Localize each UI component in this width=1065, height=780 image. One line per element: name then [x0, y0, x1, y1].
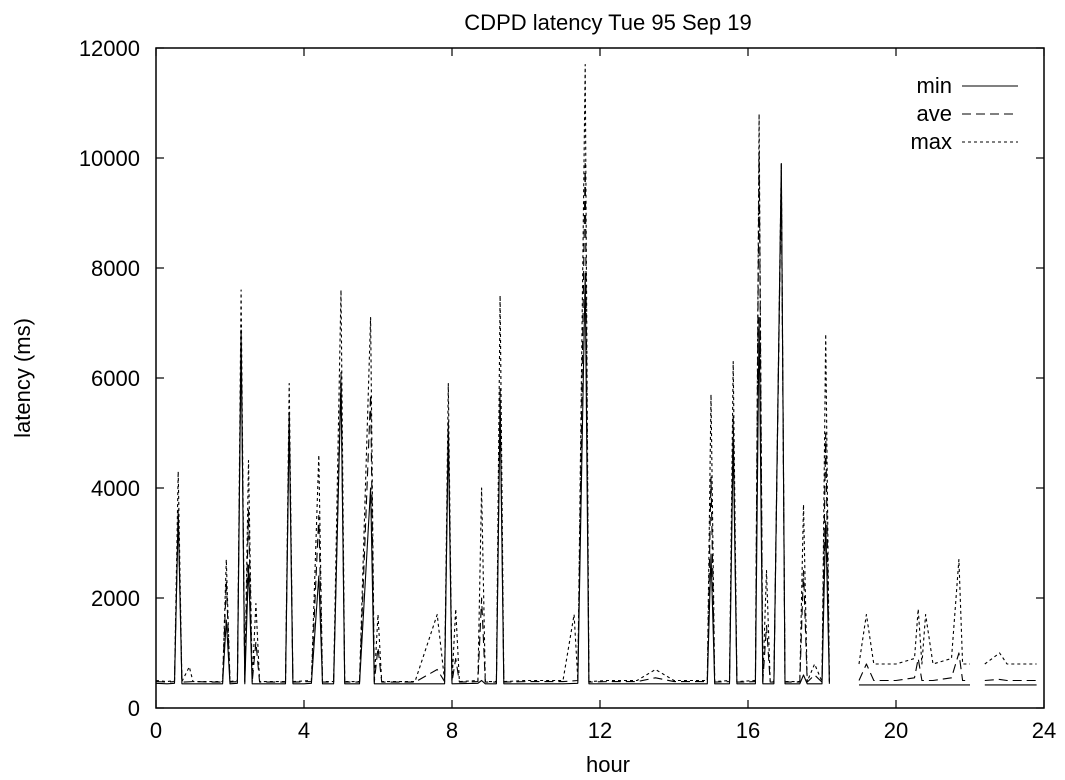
- series-max: [155, 63, 1037, 683]
- legend: min ave max: [910, 73, 1018, 154]
- x-tick-label: 24: [1032, 718, 1056, 743]
- legend-label-ave: ave: [917, 101, 952, 126]
- x-tick-label: 20: [884, 718, 908, 743]
- y-axis-label: latency (ms): [10, 318, 35, 438]
- series-ave: [155, 151, 1037, 683]
- series-line-ave: [858, 652, 970, 682]
- axis-ticks: 0 4 8 12 16 20 24 0 2000 4000 6000 8000 10000 12000: [79, 36, 1056, 743]
- legend-label-max: max: [910, 129, 952, 154]
- chart-title: CDPD latency Tue 95 Sep 19: [464, 10, 751, 35]
- series-min: [155, 162, 1037, 686]
- series-line-max: [155, 63, 830, 683]
- series-line-min: [155, 162, 830, 685]
- x-tick-label: 0: [150, 718, 162, 743]
- series-line-max: [858, 558, 970, 665]
- x-tick-label: 16: [736, 718, 760, 743]
- series-line-max: [984, 652, 1037, 665]
- y-tick-label: 4000: [91, 476, 140, 501]
- y-tick-label: 2000: [91, 586, 140, 611]
- y-tick-label: 8000: [91, 256, 140, 281]
- series-layer: [155, 63, 1037, 686]
- legend-label-min: min: [917, 73, 952, 98]
- x-tick-label: 4: [298, 718, 310, 743]
- x-tick-label: 8: [446, 718, 458, 743]
- series-line-ave: [984, 678, 1037, 682]
- x-tick-label: 12: [588, 718, 612, 743]
- x-axis-label: hour: [586, 752, 630, 777]
- series-line-ave: [155, 151, 830, 683]
- y-tick-label: 0: [128, 696, 140, 721]
- y-tick-label: 12000: [79, 36, 140, 61]
- y-tick-label: 6000: [91, 366, 140, 391]
- y-tick-label: 10000: [79, 146, 140, 171]
